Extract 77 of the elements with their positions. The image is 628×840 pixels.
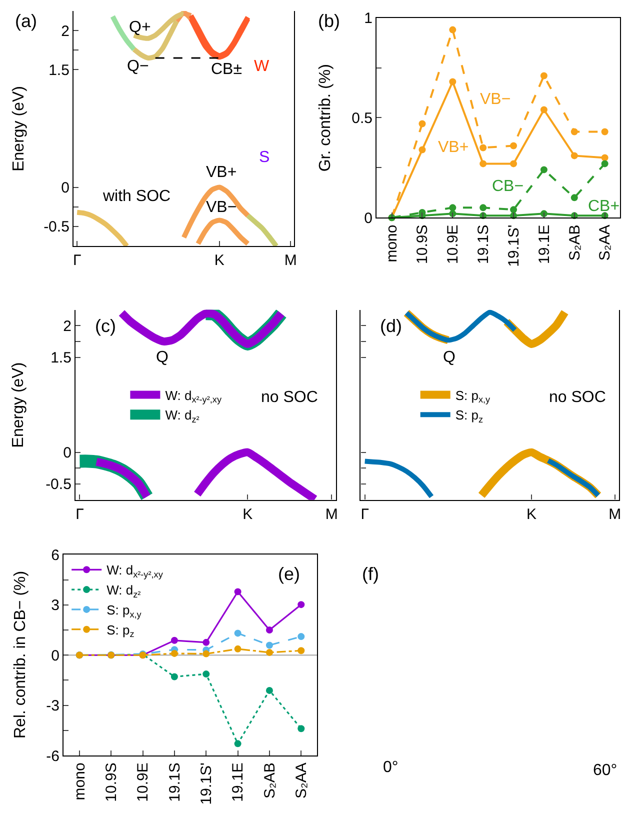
annotation: (e) [278,564,300,584]
y-tick-label: 0 [61,180,70,197]
x-tick-label: Γ [72,252,82,270]
y-axis-title: Energy (eV) [10,86,28,172]
legend-label: W: d$_{z²}$ [106,582,141,600]
annotation: W [254,58,270,75]
annotation: no SOC [549,389,606,406]
annotation: Q [156,349,168,366]
y-tick-label: 6 [51,546,60,564]
y-tick-label: 2 [61,22,70,40]
y-tick-label: 1.5 [48,62,70,79]
legend-label: W: d$_{x²-y²,xy}$ [106,562,164,580]
x-tick-label: M [608,506,622,523]
legend-label: W: d$_{z²}$ [165,408,200,424]
x-tick-label: 19.1E [536,224,553,264]
y-tick-label: 0 [63,444,72,462]
y-axis-title: Rel. contrib. in CB− (%) [12,570,30,739]
x-tick-label: 10.9S [414,224,432,264]
x-tick-label: mono [384,224,401,262]
y-tick-label: -0.5 [44,218,70,236]
y-axis-title: Gr. contrib. (%) [317,64,334,172]
y-tick-label: -3 [46,698,60,715]
series-label: VB+ [438,139,469,156]
x-tick-label: 10.9E [134,762,152,802]
x-tick-label: Γ [360,506,369,523]
annotation: no SOC [261,389,318,406]
text: (b) [318,11,340,31]
x-tick-label: S₂AA [293,762,310,798]
x-tick-label: K [526,506,537,523]
x-tick-label: K [214,252,224,270]
y-tick-label: 0 [51,647,60,664]
x-tick-label: S₂AB [566,224,584,261]
text: (f) [362,564,379,584]
x-tick-label: M [325,506,338,523]
x-tick-label: 10.9S [102,762,120,802]
legend-label: S: p$_{z}$ [106,622,135,640]
x-tick-label: 19.1S' [505,224,522,267]
y-tick-label: -6 [46,748,60,765]
x-tick-label: 19.1E [230,762,247,802]
x-tick-label: 19.1S [474,224,492,264]
x-tick-label: M [284,252,297,270]
y-tick-label: 0.5 [352,110,372,127]
y-tick-label: 3 [51,597,60,614]
text: (a) [15,11,37,31]
y-tick-label: -0.5 [46,476,72,494]
annotation: Q+ [129,19,151,36]
legend-label: W: d$_{x²-y²,xy}$ [165,388,222,405]
y-tick-label: 1.5 [50,350,72,367]
y-tick-label: 1 [364,10,372,28]
text: 0° [383,759,398,776]
x-tick-label: 19.1S [166,762,184,802]
legend-label: S: p$_{x,y}$ [106,602,142,620]
series-label: CB− [492,178,524,195]
series-label: CB+ [588,198,620,215]
annotation: Q− [127,58,149,75]
annotation: (d) [380,316,402,336]
annotation: VB− [206,199,237,216]
series-label: VB− [480,91,511,108]
x-tick-label: Γ [76,506,84,523]
x-tick-label: mono [71,762,88,800]
annotation: S [259,149,270,166]
x-tick-label: 10.9E [444,224,462,264]
annotation: with SOC [102,188,171,205]
annotation: VB+ [206,164,237,181]
legend-label: S: p$_{z}$ [455,408,484,424]
text: 60° [593,762,618,779]
y-axis-title: Energy (eV) [10,362,28,448]
annotation: (c) [95,316,116,336]
x-tick-label: 19.1S' [198,762,215,805]
annotation: Q [443,349,456,366]
legend-label: S: p$_{x,y}$ [455,388,491,405]
y-tick-label: 2 [63,318,72,335]
y-tick-label: 0 [364,210,372,227]
annotation: CB± [211,61,242,78]
x-tick-label: K [242,506,253,523]
x-tick-label: S₂AB [261,762,278,798]
x-tick-label: S₂AA [596,224,614,261]
